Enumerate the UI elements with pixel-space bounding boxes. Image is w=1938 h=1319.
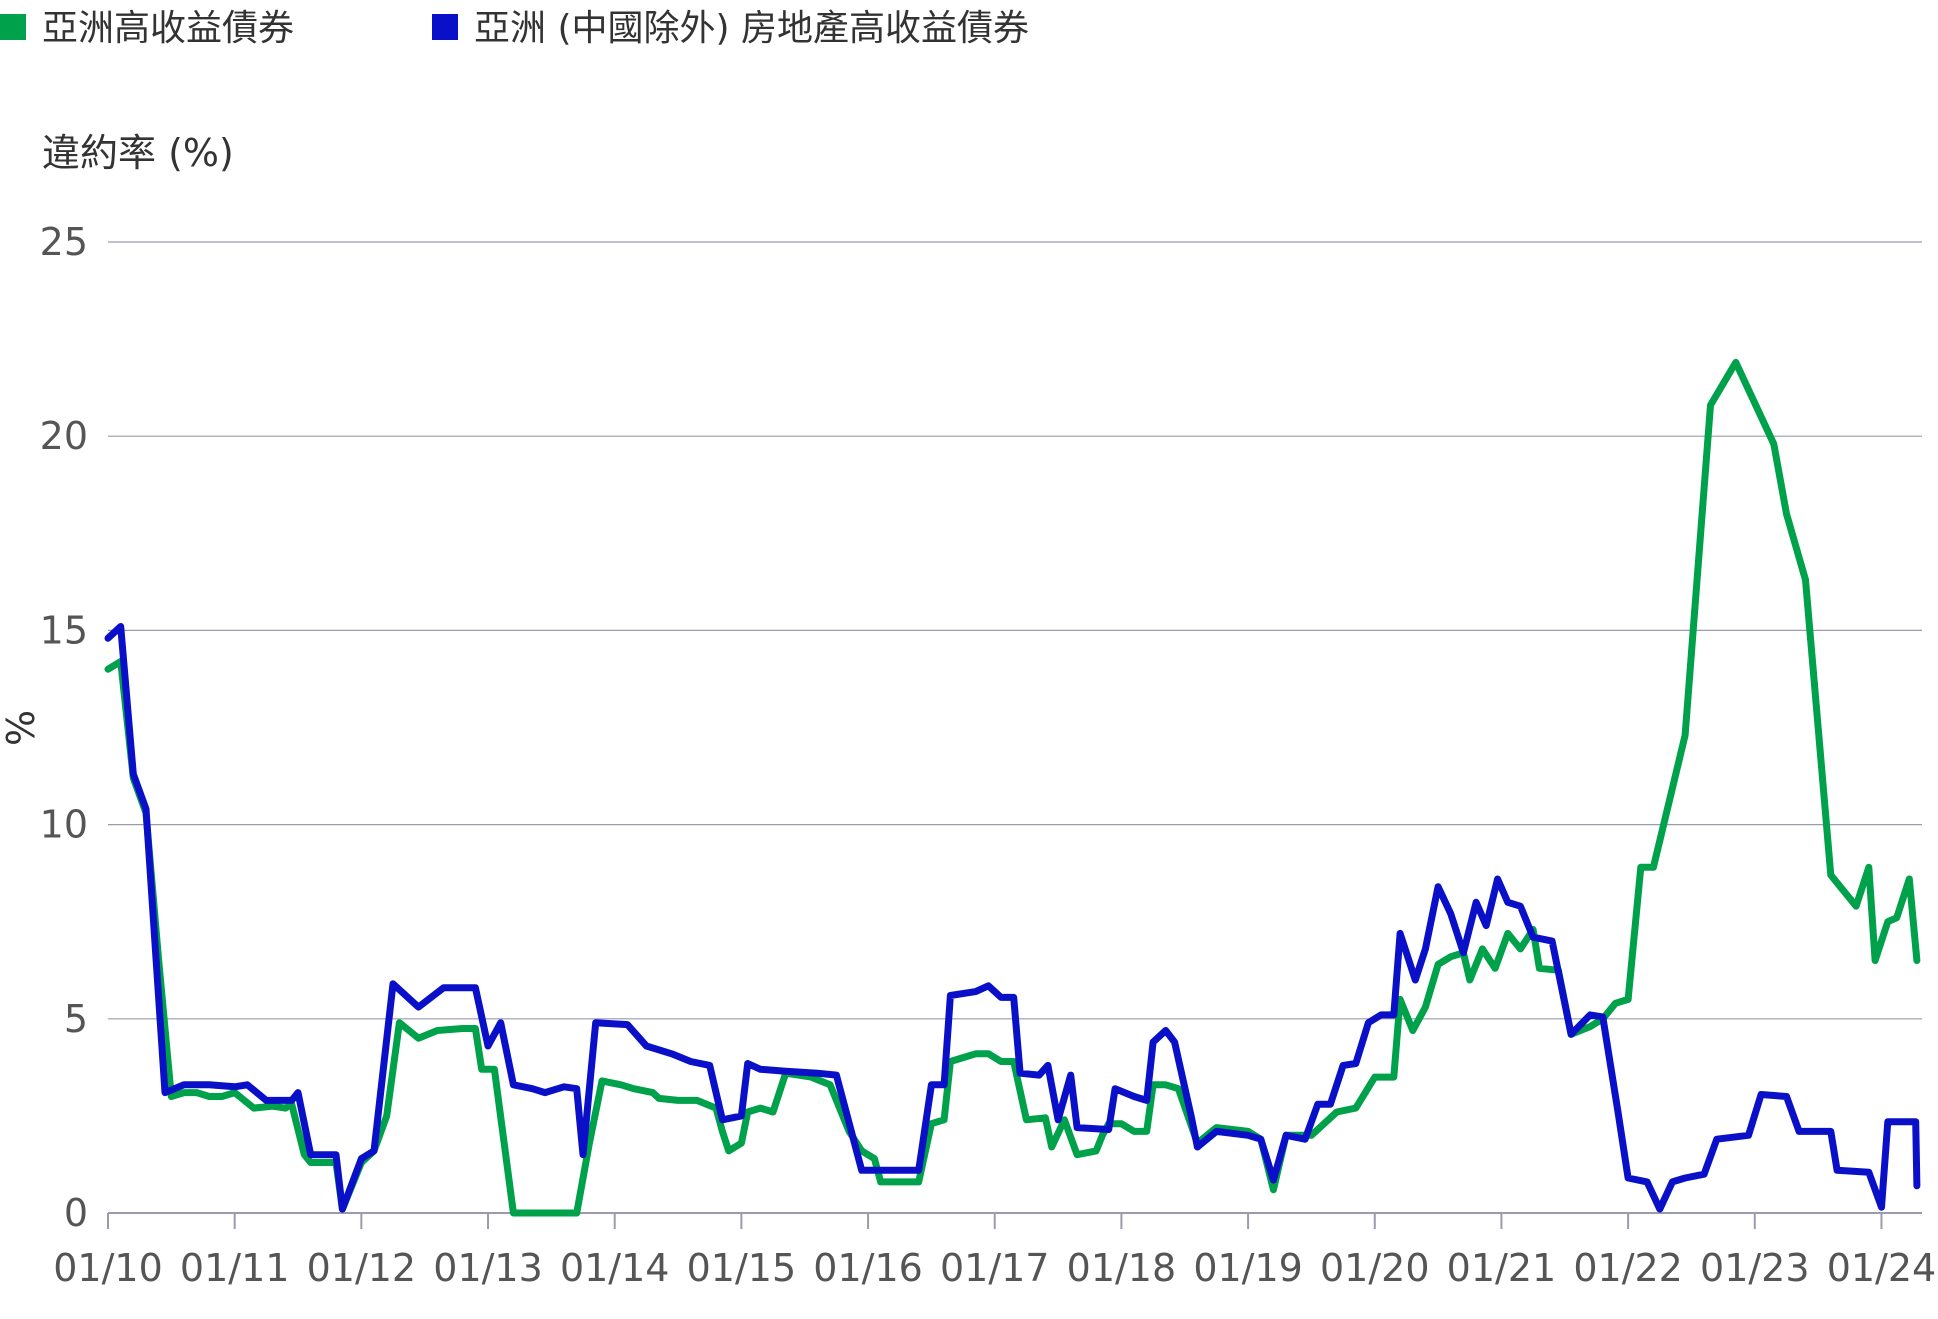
x-tick-label: 01/21 — [1447, 1246, 1557, 1290]
legend: 亞洲高收益債券 亞洲 (中國除外) 房地產高收益債券 — [0, 8, 1029, 49]
series-line-2 — [104, 623, 1921, 1213]
y-tick-label: 15 — [40, 608, 88, 652]
x-tick-label: 01/10 — [53, 1246, 163, 1290]
x-tick-label: 01/16 — [813, 1246, 923, 1290]
x-tick-label: 01/24 — [1827, 1246, 1937, 1290]
y-axis-ticks: 0 5 10 15 20 25 — [40, 220, 88, 1235]
x-tick-label: 01/18 — [1067, 1246, 1177, 1290]
y-tick-label: 25 — [40, 220, 88, 264]
legend-label: 亞洲高收益債券 — [42, 8, 294, 49]
legend-label: 亞洲 (中國除外) 房地產高收益債券 — [474, 8, 1029, 49]
gridlines — [108, 241, 1922, 1214]
x-tick-label: 01/11 — [180, 1246, 290, 1290]
x-axis-ticks: 01/10 01/11 01/12 01/13 01/14 01/15 01/16 01/17… — [53, 1213, 1936, 1290]
x-tick-label: 01/12 — [307, 1246, 417, 1290]
series-lines — [104, 358, 1921, 1217]
x-tick-label: 01/17 — [940, 1246, 1050, 1290]
y-axis-title: 違約率 (%) — [42, 131, 234, 175]
y-tick-label: 20 — [40, 414, 88, 458]
legend-swatch — [432, 14, 458, 40]
x-tick-label: 01/19 — [1193, 1246, 1303, 1290]
y-tick-label: 5 — [64, 997, 88, 1041]
x-tick-label: 01/20 — [1320, 1246, 1430, 1290]
x-tick-label: 01/14 — [560, 1246, 670, 1290]
x-tick-label: 01/23 — [1700, 1246, 1810, 1290]
y-axis-side-label: % — [0, 710, 43, 746]
y-tick-label: 0 — [64, 1191, 88, 1235]
y-tick-label: 10 — [40, 803, 88, 847]
x-tick-label: 01/15 — [687, 1246, 797, 1290]
x-tick-label: 01/22 — [1573, 1246, 1683, 1290]
x-tick-label: 01/13 — [433, 1246, 543, 1290]
legend-swatch — [0, 14, 26, 40]
